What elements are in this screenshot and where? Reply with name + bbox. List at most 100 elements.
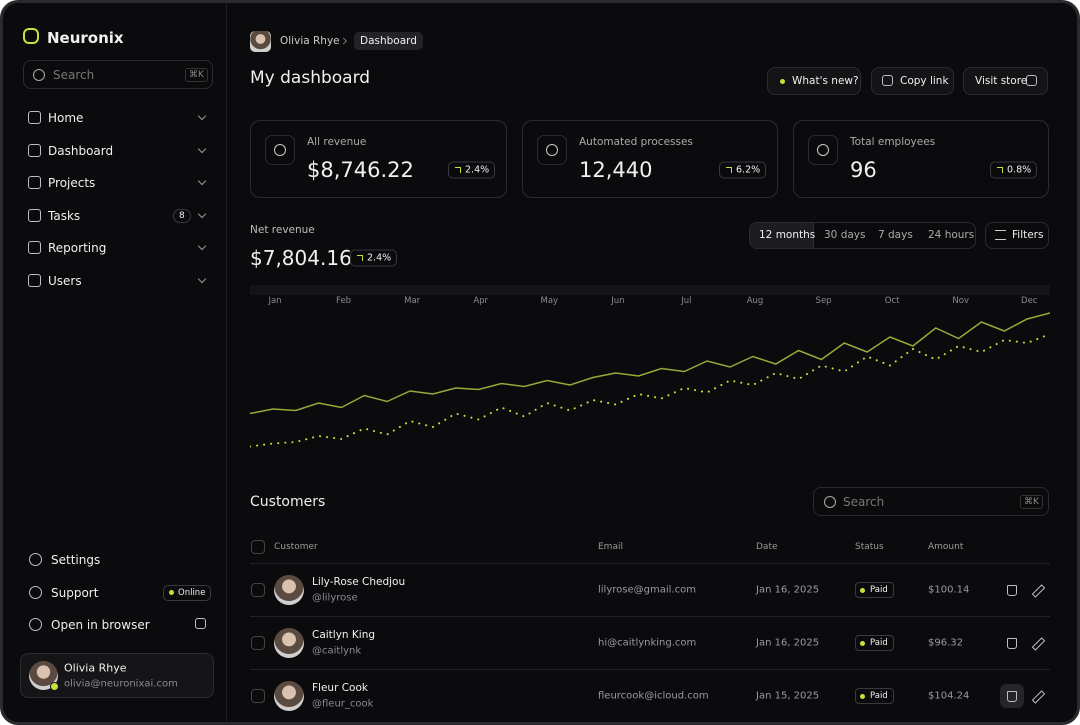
edit-icon[interactable] xyxy=(1031,584,1046,598)
customer-date: Jan 15, 2025 xyxy=(756,690,820,702)
customer-search[interactable] xyxy=(813,487,1049,516)
customer-handle: @fleur_cook xyxy=(312,698,374,710)
filters-label: Filters xyxy=(1012,229,1044,241)
delete-icon[interactable] xyxy=(1007,585,1017,596)
stat-change: 6.2% xyxy=(719,161,767,179)
row-divider xyxy=(250,616,1050,617)
row-divider xyxy=(250,669,1050,670)
avatar xyxy=(274,575,304,605)
separator xyxy=(339,37,348,45)
arrow-icon xyxy=(997,167,1003,173)
search-icon xyxy=(33,69,45,81)
user-email: olivia@neuronixai.com xyxy=(64,678,178,690)
search[interactable] xyxy=(23,60,213,89)
delete-icon[interactable] xyxy=(1007,638,1017,649)
button-label: What's new? xyxy=(792,75,859,87)
nav-icon xyxy=(29,618,42,631)
stat-label: Automated processes xyxy=(579,136,693,148)
stat-icon xyxy=(265,135,295,165)
x-tick-label: Jun xyxy=(610,296,624,306)
customers-title: Customers xyxy=(250,494,326,510)
customer-name: Caitlyn King xyxy=(312,629,376,641)
stat-icon xyxy=(808,135,838,165)
checkbox[interactable] xyxy=(251,636,265,650)
avatar xyxy=(274,681,304,711)
customer-amount: $100.14 xyxy=(928,584,970,596)
search-icon xyxy=(824,496,836,508)
brand: Neuronix xyxy=(47,29,124,47)
dot xyxy=(860,641,865,646)
edit-icon[interactable] xyxy=(1031,690,1046,704)
arrow-icon xyxy=(455,167,461,173)
nav-icon xyxy=(28,273,41,287)
series-line xyxy=(250,333,1050,448)
x-tick-label: Aug xyxy=(747,296,764,306)
row-divider xyxy=(250,563,1050,564)
stat-icon xyxy=(537,135,567,165)
arrow-icon xyxy=(726,167,732,173)
nav-icon xyxy=(29,585,42,599)
revenue-value: $7,804.16 xyxy=(250,246,352,270)
nav-icon xyxy=(28,143,41,157)
badge-text: Online xyxy=(178,587,206,598)
logo xyxy=(23,28,39,44)
sidebar xyxy=(3,3,227,722)
filters-button[interactable] xyxy=(985,222,1049,249)
status-badge: Paid xyxy=(855,582,894,598)
search-placeholder: Search xyxy=(53,68,95,82)
nav-icon xyxy=(28,208,41,222)
x-tick-label: Apr xyxy=(473,296,488,306)
series-line xyxy=(250,312,1050,415)
edit-icon[interactable] xyxy=(1031,637,1046,651)
dot xyxy=(780,79,785,84)
range-option: 7 days xyxy=(878,229,913,241)
column-header: Date xyxy=(756,542,778,552)
range-option: 24 hours xyxy=(928,229,975,241)
search-shortcut: ⌘K xyxy=(1020,495,1043,509)
x-tick-label: Sep xyxy=(816,296,832,306)
stat-value: $8,746.22 xyxy=(307,158,414,182)
x-tick-label: Nov xyxy=(952,296,969,306)
x-tick-label: Jul xyxy=(680,296,691,306)
stat-card xyxy=(793,120,1049,198)
stat-change: 0.8% xyxy=(990,161,1038,179)
stat-card xyxy=(522,120,778,198)
revenue-change: 2.4% xyxy=(350,249,398,267)
stat-icon-glyph xyxy=(817,144,829,156)
nav-label: Support xyxy=(51,585,99,600)
nav-label: Users xyxy=(48,273,82,288)
nav-label: Reporting xyxy=(48,241,107,255)
column-header: Amount xyxy=(928,542,964,552)
avatar xyxy=(274,628,304,658)
header-button[interactable] xyxy=(963,67,1048,95)
customer-amount: $96.32 xyxy=(928,637,963,649)
header-button[interactable] xyxy=(871,67,954,95)
x-tick-label: Mar xyxy=(404,296,421,306)
nav-label: Open in browser xyxy=(51,618,150,632)
range-option: 30 days xyxy=(824,229,866,241)
external-icon xyxy=(1026,75,1037,86)
checkbox[interactable] xyxy=(251,540,265,554)
checkbox[interactable] xyxy=(251,583,265,597)
status-badge: Online xyxy=(163,584,212,601)
customer-name: Fleur Cook xyxy=(312,682,368,694)
header-button[interactable] xyxy=(767,67,861,95)
stat-label: All revenue xyxy=(307,136,367,148)
customer-email: hi@caitlynking.com xyxy=(598,637,697,649)
range-group xyxy=(749,222,976,249)
delete-icon[interactable] xyxy=(1007,691,1017,702)
customer-amount: $104.24 xyxy=(928,690,970,702)
customer-handle: @lilyrose xyxy=(312,592,358,604)
nav-icon xyxy=(28,111,41,124)
copy-icon xyxy=(882,75,893,86)
nav-icon xyxy=(28,176,41,189)
online-dot xyxy=(50,682,59,691)
net-revenue-chart: Jan Feb Mar Apr May Jun Jul Aug Sep Oct Nov Dec xyxy=(250,285,1050,448)
checkbox[interactable] xyxy=(251,689,265,703)
nav-icon xyxy=(29,553,42,566)
status-badge: Paid xyxy=(855,688,894,704)
button-label: Copy link xyxy=(900,75,949,87)
page-title: My dashboard xyxy=(250,68,371,88)
range-active[interactable] xyxy=(750,223,814,248)
